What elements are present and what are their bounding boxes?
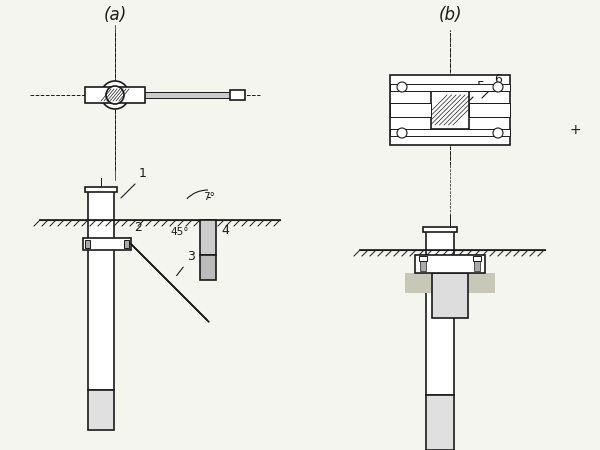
FancyBboxPatch shape (124, 240, 129, 248)
Ellipse shape (106, 86, 124, 104)
Text: 1: 1 (139, 167, 147, 180)
Text: (a): (a) (103, 6, 127, 24)
FancyBboxPatch shape (420, 257, 426, 271)
FancyBboxPatch shape (88, 390, 114, 430)
FancyBboxPatch shape (230, 90, 245, 100)
Text: 5: 5 (477, 80, 485, 93)
FancyBboxPatch shape (474, 257, 480, 271)
FancyBboxPatch shape (431, 91, 469, 129)
FancyBboxPatch shape (88, 190, 114, 390)
FancyBboxPatch shape (390, 84, 510, 91)
FancyBboxPatch shape (426, 230, 454, 395)
FancyBboxPatch shape (390, 103, 431, 117)
FancyBboxPatch shape (200, 220, 216, 255)
FancyBboxPatch shape (83, 238, 131, 250)
FancyBboxPatch shape (432, 273, 468, 318)
FancyBboxPatch shape (415, 255, 485, 273)
FancyBboxPatch shape (200, 255, 216, 280)
FancyBboxPatch shape (469, 103, 510, 117)
FancyBboxPatch shape (85, 187, 117, 192)
Text: (b): (b) (438, 6, 462, 24)
FancyBboxPatch shape (129, 92, 230, 98)
FancyBboxPatch shape (390, 103, 431, 117)
FancyBboxPatch shape (426, 395, 454, 450)
FancyBboxPatch shape (85, 87, 145, 103)
FancyBboxPatch shape (390, 75, 510, 145)
FancyBboxPatch shape (473, 256, 481, 261)
FancyBboxPatch shape (419, 256, 427, 261)
Text: 45°: 45° (170, 227, 188, 237)
Text: 4: 4 (221, 224, 229, 237)
Circle shape (397, 82, 407, 92)
Ellipse shape (101, 81, 129, 109)
FancyBboxPatch shape (390, 129, 510, 136)
Circle shape (493, 128, 503, 138)
FancyBboxPatch shape (469, 103, 510, 117)
FancyBboxPatch shape (85, 240, 90, 248)
Circle shape (397, 128, 407, 138)
FancyBboxPatch shape (405, 273, 495, 293)
Text: 2: 2 (134, 221, 142, 234)
Text: +: + (569, 123, 581, 137)
Text: 7°: 7° (203, 192, 215, 202)
Circle shape (493, 82, 503, 92)
FancyBboxPatch shape (423, 227, 457, 232)
Text: 3: 3 (187, 250, 195, 263)
Text: 6: 6 (494, 73, 502, 86)
